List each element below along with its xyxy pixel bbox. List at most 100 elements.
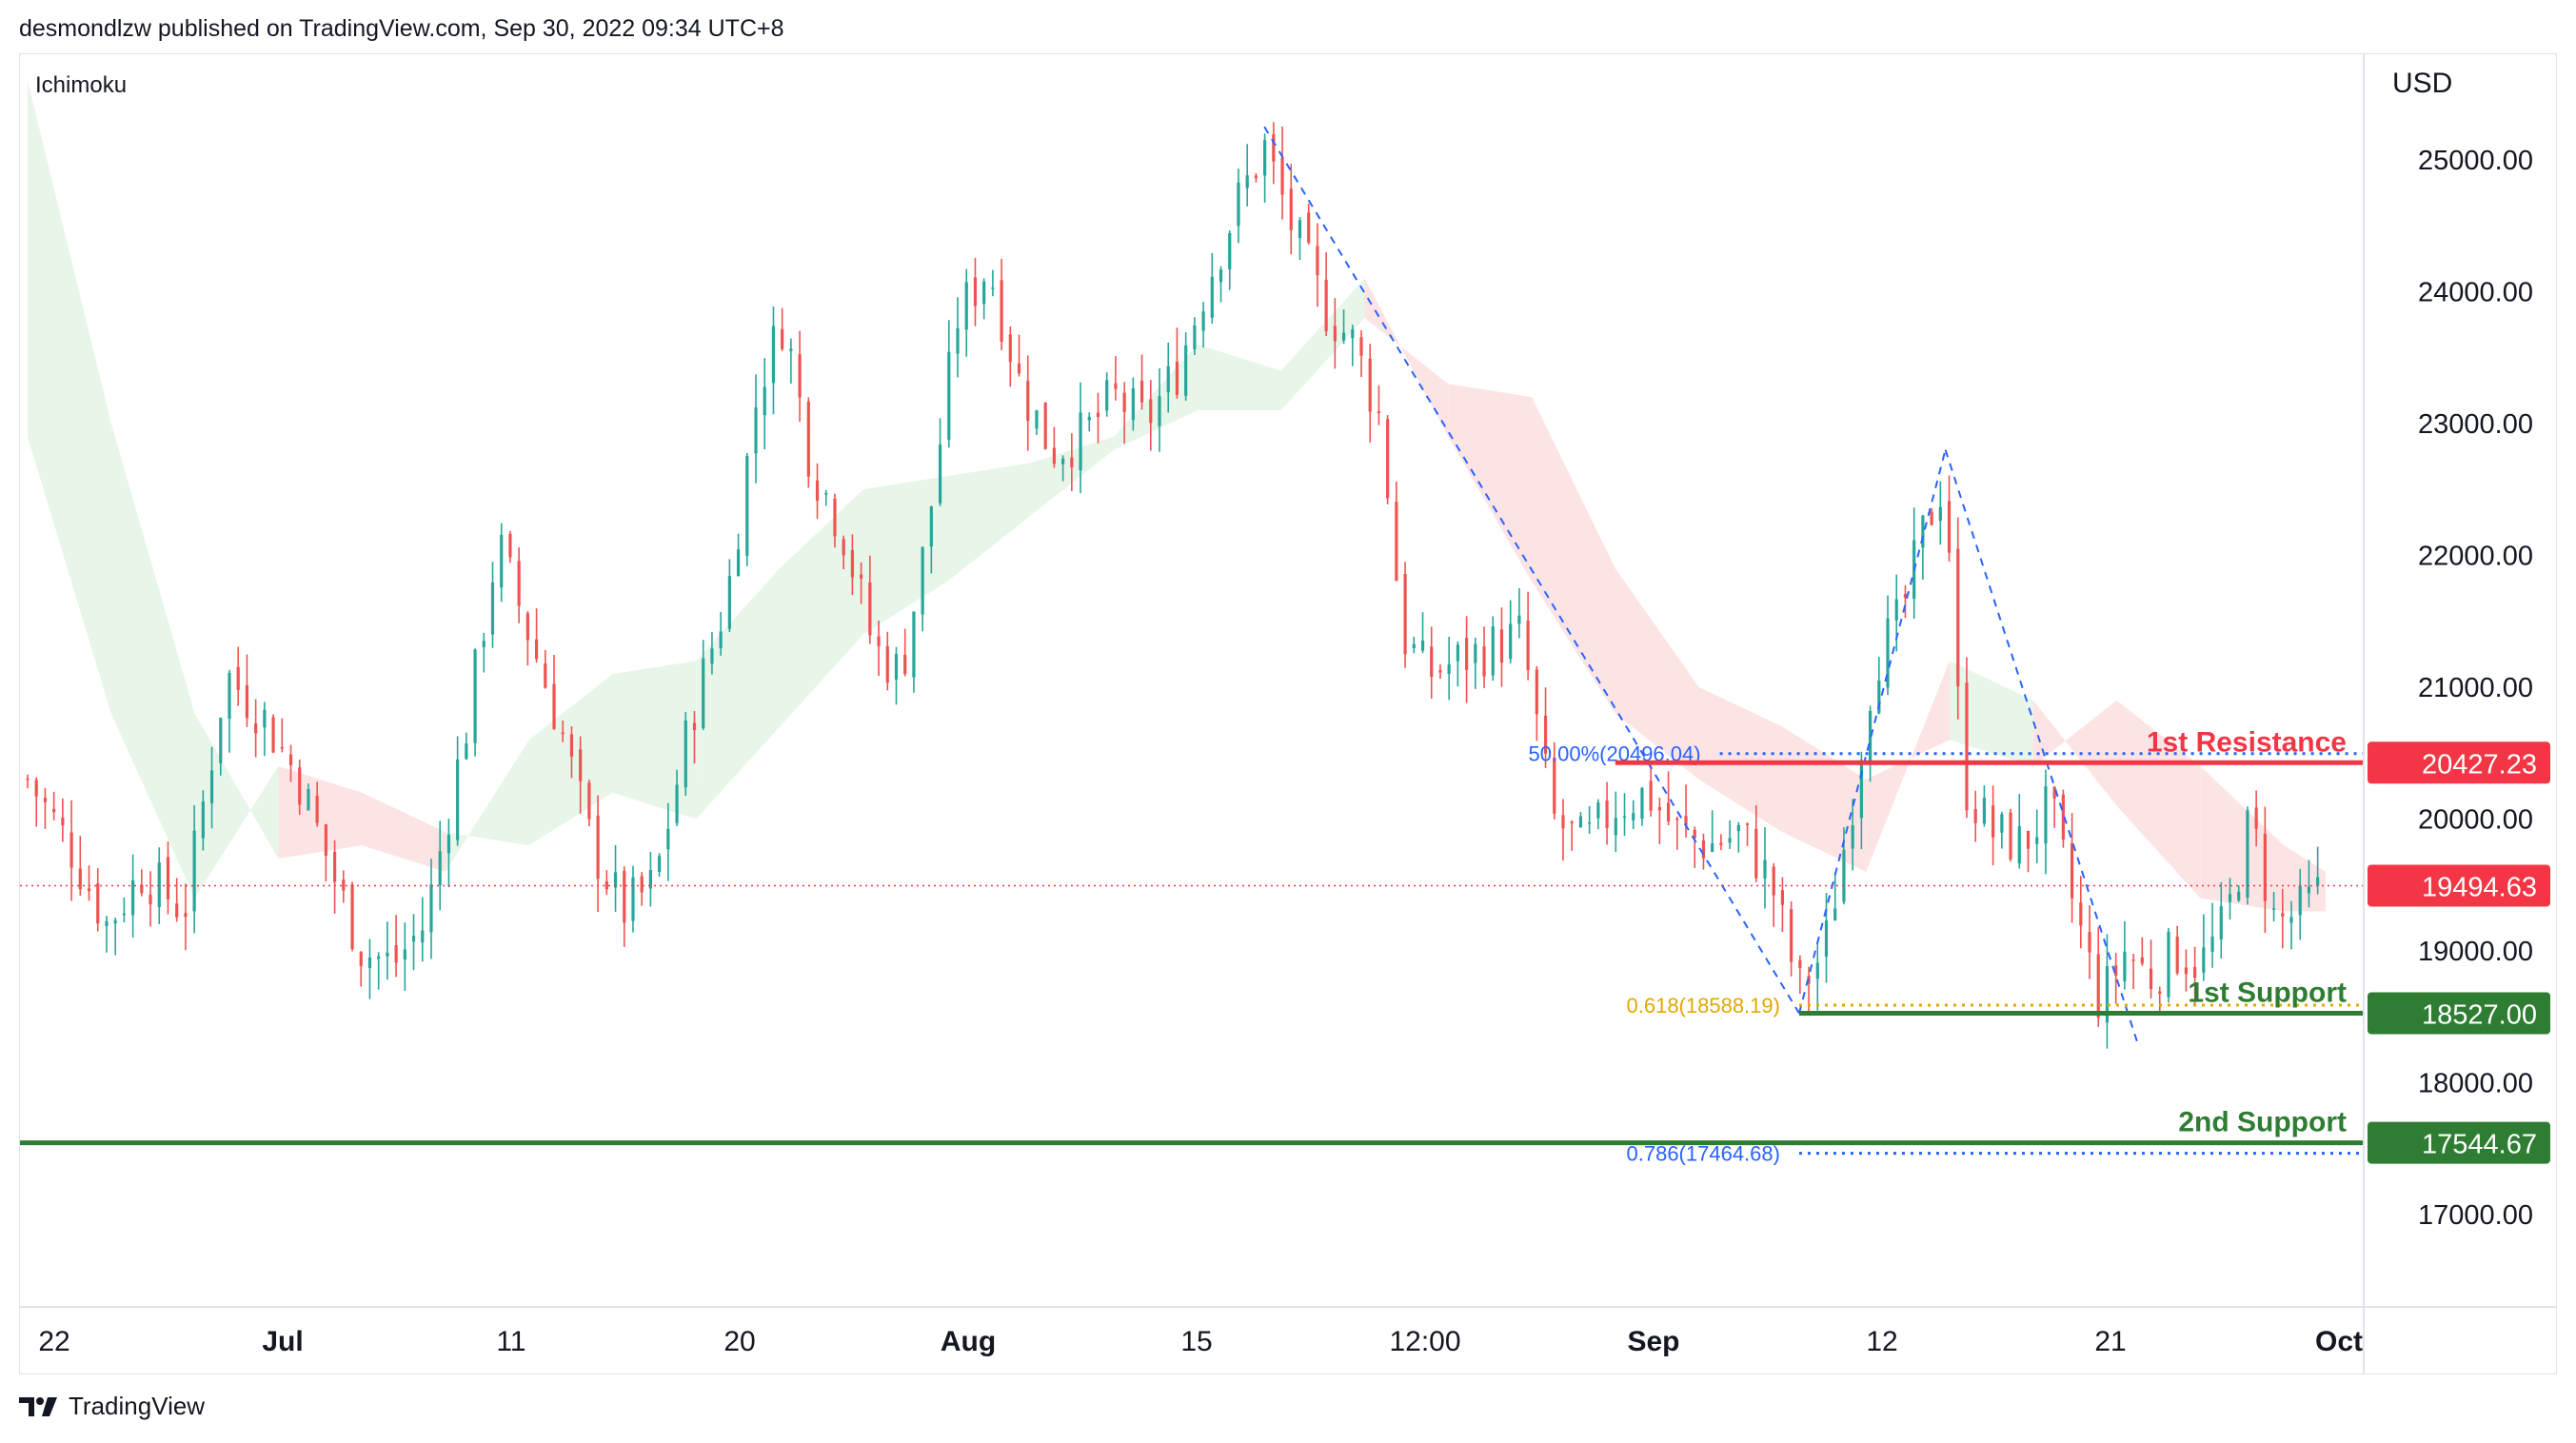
- candle-body: [1000, 280, 1003, 343]
- candle-body: [1736, 824, 1740, 832]
- candle-body: [1859, 760, 1863, 819]
- candle-body: [771, 326, 776, 384]
- candle-body: [1561, 815, 1565, 829]
- price-axis: 25000.00 24000.00 23000.00 22000.00 21000.00…: [2418, 146, 2533, 1231]
- price-chart[interactable]: 50.00%(20496.04)0.618(18588.19)0.786(174…: [20, 54, 2556, 1374]
- candle-body: [1412, 643, 1416, 649]
- candle-body: [298, 767, 302, 805]
- candle-body: [702, 658, 705, 729]
- candle-body: [1693, 829, 1696, 839]
- candle-body: [201, 801, 205, 839]
- cloud-segment: [528, 674, 613, 846]
- candle-body: [1061, 458, 1065, 465]
- candle-body: [1588, 821, 1592, 824]
- candle-body: [956, 327, 960, 354]
- fib-trend-line: [1263, 126, 1800, 1015]
- candle-body: [938, 444, 942, 504]
- candle-body: [877, 636, 881, 646]
- candle-body: [1578, 816, 1583, 828]
- candle-body: [561, 732, 565, 735]
- candle-body: [710, 648, 714, 664]
- candle-body: [2175, 937, 2179, 974]
- candle-body: [947, 351, 951, 440]
- candle-body: [2254, 807, 2258, 829]
- candle-body: [446, 834, 451, 854]
- candle-body: [1070, 457, 1074, 467]
- candle-body: [508, 533, 512, 558]
- candle-body: [1131, 387, 1135, 421]
- candle-body: [684, 721, 687, 788]
- candles-layer: [26, 122, 2320, 1049]
- candle-body: [1298, 220, 1302, 239]
- candle-body: [2289, 917, 2293, 923]
- candle-body: [236, 666, 240, 690]
- candle-body: [973, 277, 978, 306]
- candle-body: [140, 884, 144, 894]
- time-tick-label: Oct: [2315, 1326, 2363, 1357]
- fib-trend-line: [1944, 449, 2139, 1044]
- candle-body: [2070, 842, 2074, 899]
- candle-body: [1201, 311, 1205, 331]
- candle-body: [675, 784, 679, 823]
- cloud-segment: [110, 423, 195, 899]
- candle-body: [78, 868, 82, 890]
- candle-body: [2140, 957, 2144, 964]
- candle-body: [1219, 269, 1223, 283]
- candle-body: [1368, 358, 1372, 412]
- candle-body: [1886, 618, 1890, 688]
- candle-body: [1728, 838, 1732, 843]
- price-tags-layer: 20427.23 18527.00 17544.67 19494.63: [2368, 741, 2550, 1164]
- candle-body: [1096, 412, 1100, 417]
- candle-body: [96, 883, 100, 924]
- candle-body: [1456, 644, 1459, 662]
- candle-body: [1596, 802, 1600, 819]
- level-label: 1st Resistance: [2147, 726, 2347, 758]
- candle-body: [1166, 366, 1170, 393]
- candle-body: [2035, 837, 2039, 844]
- candle-body: [1973, 809, 1977, 823]
- candle-body: [885, 645, 889, 683]
- chart-panel[interactable]: 50.00%(20496.04) 0.618(18588.19) 0.786(174…: [19, 53, 2557, 1374]
- candle-body: [631, 877, 635, 921]
- candle-body: [1649, 781, 1653, 811]
- price-tick-label: 21000.00: [2418, 673, 2533, 703]
- time-tick-label: Aug: [941, 1326, 996, 1357]
- candle-body: [868, 582, 872, 636]
- candle-body: [860, 574, 863, 579]
- level-label: 2nd Support: [2178, 1107, 2347, 1138]
- tradingview-brand[interactable]: TradingView: [19, 1392, 205, 1421]
- candle-body: [2307, 886, 2311, 894]
- time-tick-label: 12:00: [1389, 1326, 1460, 1357]
- price-tag: [2368, 1121, 2550, 1164]
- indicator-label[interactable]: Ichimoku: [35, 72, 127, 98]
- candle-body: [1833, 908, 1837, 920]
- candle-body: [1684, 816, 1688, 826]
- candle-body: [1026, 381, 1030, 422]
- candle-body: [1517, 615, 1521, 624]
- candle-body: [1754, 828, 1758, 879]
- candle-body: [2228, 894, 2232, 902]
- price-tick-label: 23000.00: [2418, 409, 2533, 440]
- candle-body: [2149, 968, 2153, 989]
- candle-body: [280, 746, 284, 749]
- candle-body: [1333, 326, 1337, 342]
- candle-body: [192, 830, 196, 912]
- candle-body: [1868, 710, 1873, 764]
- candle-body: [1526, 620, 1530, 671]
- candle-body: [1543, 715, 1548, 754]
- price-tag: [2368, 864, 2550, 907]
- time-tick-label: 15: [1180, 1326, 1212, 1357]
- candle-body: [1763, 860, 1767, 879]
- candle-body: [1245, 175, 1249, 188]
- cloud-segment: [780, 489, 863, 727]
- candle-body: [122, 913, 126, 916]
- candle-body: [613, 872, 618, 888]
- time-tick-label: 11: [496, 1326, 525, 1357]
- candle-body: [2131, 959, 2135, 961]
- candle-body: [534, 639, 539, 660]
- candle-body: [1877, 681, 1881, 714]
- candle-body: [929, 506, 933, 547]
- candle-body: [2271, 908, 2276, 910]
- candle-body: [350, 884, 354, 950]
- candle-body: [1474, 643, 1477, 663]
